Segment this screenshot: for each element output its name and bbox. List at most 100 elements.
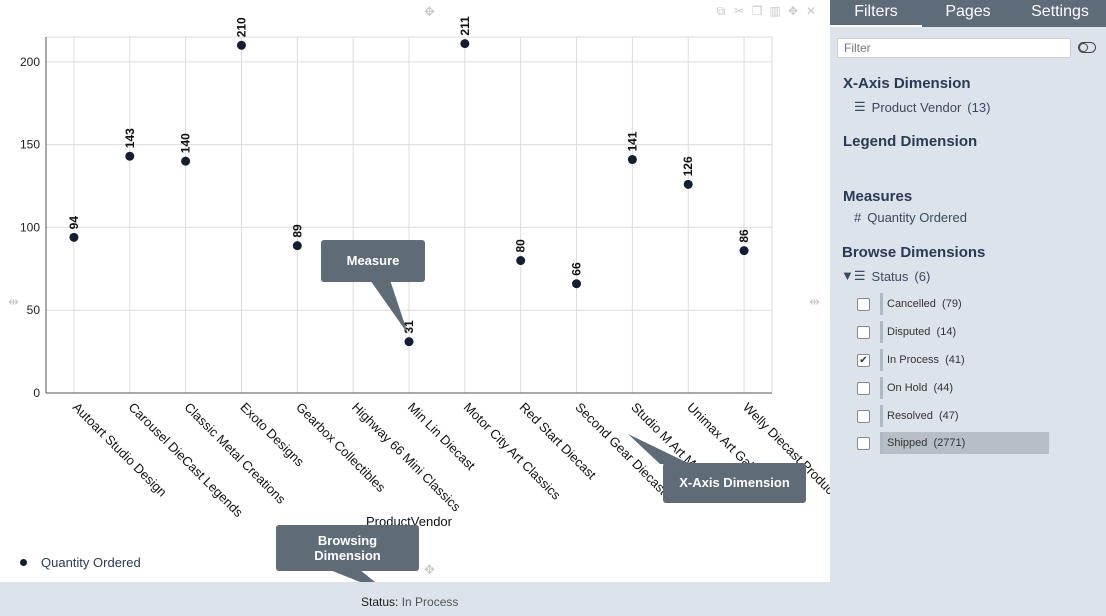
resize-handle-top-icon[interactable]: ✥ [424, 4, 435, 19]
legend-marker-icon [20, 559, 27, 566]
status-option-on-hold[interactable]: On Hold (44) [857, 377, 953, 399]
sidebar-tabs: Filters Pages Settings [830, 0, 1106, 27]
data-label: 86 [737, 229, 751, 243]
callout-measure-pointer [370, 280, 408, 334]
x-tick-label: Highway 66 Mini Classics [349, 400, 464, 515]
browse-item-count: (6) [914, 268, 931, 284]
checkbox[interactable] [857, 409, 870, 423]
data-label: 211 [458, 16, 472, 36]
data-point [516, 256, 526, 266]
filter-input[interactable] [837, 38, 1071, 58]
checkbox[interactable] [857, 381, 870, 395]
data-point [460, 39, 470, 49]
data-label: 140 [179, 133, 193, 153]
chart-panel: 0 50 100 150 200 Autoart Studio Design Carouse… [0, 0, 830, 582]
legend-dimension-title: Legend Dimension [843, 133, 978, 150]
callout-xaxis-text: X-Axis Dimension [679, 475, 790, 490]
callout-measure: Measure [321, 240, 425, 282]
option-label: Cancelled (79) [880, 293, 962, 315]
status-option-in-process[interactable]: ✔ In Process (41) [857, 349, 965, 371]
duplicate-icon[interactable]: ❐ [751, 4, 763, 18]
browse-dimensions-title: Browse Dimensions [842, 244, 986, 261]
bar-chart-icon[interactable]: ▥ [769, 4, 781, 18]
option-label: Resolved (47) [880, 405, 959, 427]
data-label: 89 [290, 224, 304, 238]
checkbox[interactable] [857, 436, 870, 450]
data-label: 80 [514, 239, 528, 253]
resize-handle-bottom-icon[interactable]: ✥ [424, 562, 435, 577]
status-option-shipped[interactable]: Shipped (2771) [857, 432, 1049, 454]
browse-dimension-item[interactable]: ▼☰ Status (6) [841, 268, 930, 284]
data-point [69, 232, 79, 242]
checkbox-checked[interactable]: ✔ [857, 353, 870, 367]
tab-pages[interactable]: Pages [945, 3, 991, 20]
data-label: 126 [681, 156, 695, 176]
data-point [404, 337, 414, 347]
x-tick-label: Classic Metal Creations [181, 400, 289, 508]
hash-icon: # [854, 210, 862, 225]
move-icon[interactable]: ✥ [787, 4, 799, 18]
data-point [125, 151, 135, 161]
footer-status: Status: In Process [361, 595, 458, 609]
status-option-resolved[interactable]: Resolved (47) [857, 405, 959, 427]
data-label: 141 [625, 131, 639, 151]
data-label: 94 [67, 216, 81, 230]
callout-xaxis-pointer [628, 434, 690, 464]
checkbox[interactable] [857, 325, 870, 339]
checkbox[interactable] [857, 297, 870, 311]
x-axis-dimension-title: X-Axis Dimension [843, 75, 971, 92]
data-point [739, 246, 749, 256]
y-tick-label: 100 [20, 220, 40, 234]
tab-settings[interactable]: Settings [1031, 3, 1089, 20]
option-label: On Hold (44) [880, 377, 953, 399]
list-icon: ☰ [854, 99, 866, 114]
x-tick-label: Motor City Art Classics [461, 400, 564, 503]
close-icon[interactable]: ✕ [805, 4, 817, 18]
y-tick-label: 200 [20, 55, 40, 69]
callout-browsing-pointer [330, 570, 375, 582]
status-option-cancelled[interactable]: Cancelled (79) [857, 293, 962, 315]
data-point [572, 279, 582, 289]
status-option-disputed[interactable]: Disputed (14) [857, 321, 956, 343]
option-label: In Process (41) [880, 349, 965, 371]
data-point [683, 179, 693, 189]
filter-toggle-icon[interactable] [1078, 42, 1096, 53]
scissors-icon[interactable]: ✂ [733, 4, 745, 18]
y-tick-label: 50 [27, 303, 41, 317]
callout-browsing-line2: Dimension [314, 548, 381, 563]
callout-x-axis-dimension: X-Axis Dimension [663, 463, 806, 503]
resize-handle-left-icon[interactable]: ⇹ [8, 294, 19, 309]
tab-filters[interactable]: Filters [830, 0, 922, 27]
callout-measure-text: Measure [346, 253, 400, 268]
callout-browsing-line1: Browsing [317, 533, 378, 548]
copy-icon[interactable]: ⧉ [716, 4, 726, 18]
data-label: 210 [234, 17, 248, 37]
option-label: Shipped (2771) [880, 432, 1049, 454]
x-tick-label: Autoart Studio Design [70, 400, 170, 500]
measure-item[interactable]: # Quantity Ordered [854, 210, 967, 225]
data-point [627, 155, 637, 165]
measure-item-label: Quantity Ordered [867, 210, 967, 225]
data-point [236, 40, 246, 50]
x-axis-item-label: Product Vendor [871, 99, 962, 115]
x-tick-label: Carousel DieCast Legends [126, 400, 247, 521]
status-key: Status: [361, 595, 399, 609]
chart-toolbar: ⧉ ✂ ❐ ▥ ✥ ✕ [714, 4, 818, 19]
browse-item-label: Status [871, 268, 909, 284]
data-point [181, 156, 191, 166]
resize-handle-right-icon[interactable]: ⇹ [809, 294, 820, 309]
filter-list-icon: ▼☰ [841, 268, 866, 283]
data-point [292, 241, 302, 251]
sidebar: Filters Pages Settings X-Axis Dimension … [830, 0, 1106, 616]
option-label: Disputed (14) [880, 321, 956, 343]
callout-browsing-dimension: Browsing Dimension [276, 525, 419, 571]
y-tick-label: 150 [20, 138, 40, 152]
x-axis-dimension-item[interactable]: ☰ Product Vendor (13) [854, 99, 990, 115]
measures-title: Measures [843, 188, 913, 205]
chart-legend[interactable]: Quantity Ordered [20, 555, 141, 570]
y-tick-label: 0 [33, 386, 40, 400]
status-value: In Process [401, 595, 459, 609]
data-label: 143 [123, 128, 137, 148]
data-label: 66 [570, 262, 584, 276]
legend-label: Quantity Ordered [41, 555, 141, 570]
